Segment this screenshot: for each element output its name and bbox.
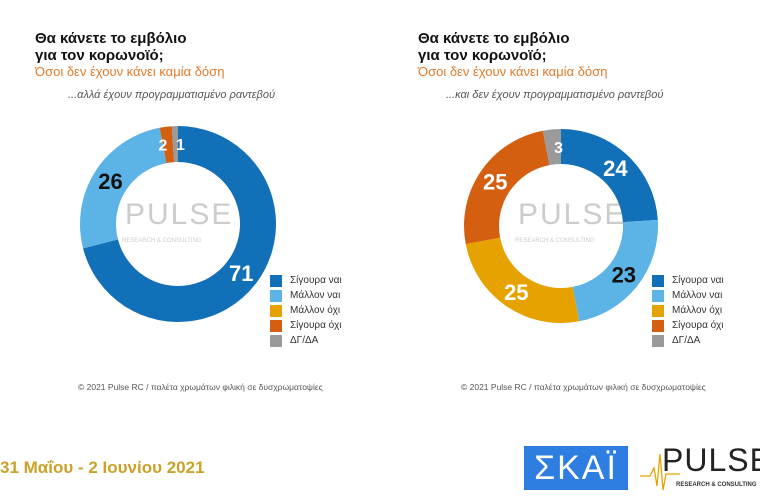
title-line-1: Θα κάνετε το εμβόλιο [418,30,570,47]
legend-label: Σίγουρα όχι [672,320,724,331]
donut-slice [159,126,175,164]
legend-swatch [270,319,282,332]
footer-note: © 2021 Pulse RC / παλέτα χρωμάτων φιλική… [78,382,323,392]
donut-slice [465,237,580,323]
chart-note: ...και δεν έχουν προγραμματισμένο ραντεβ… [446,89,664,101]
legend-label: Μάλλον όχι [672,305,723,316]
chart-note: ...αλλά έχουν προγραμματισμένο ραντεβού [68,89,276,101]
legend-item: ΔΓ/ΔΑ [270,333,342,348]
data-label: 24 [603,156,628,181]
data-label: 25 [483,169,507,194]
legend: Σίγουρα ναι Μάλλον ναι Μάλλον όχι Σίγουρα ό… [270,273,342,348]
donut-chart: 71 26 2 1 [79,126,276,323]
donut-slice [542,129,561,166]
chart-subtitle: Όσοι δεν έχουν κάνει καμία δόση [418,64,608,79]
legend-swatch [652,334,664,347]
legend-label: Σίγουρα όχι [290,320,342,331]
watermark-logo: PULSE [518,198,627,231]
data-label: 2 [159,138,168,155]
donut-slice [464,130,550,245]
legend-item: Μάλλον ναι [652,288,724,303]
legend-swatch [652,274,664,287]
watermark-sub: RESEARCH & CONSULTING [122,238,202,244]
donut-slice [561,129,658,223]
donut-slice [79,127,167,249]
legend-swatch [652,289,664,302]
donut-slice [83,126,276,323]
legend-label: Σίγουρα ναι [672,275,724,286]
data-label: 25 [504,280,528,305]
legend-label: Σίγουρα ναι [290,275,342,286]
legend-swatch [652,319,664,332]
chart-subtitle: Όσοι δεν έχουν κάνει καμία δόση [35,64,225,79]
legend-swatch [270,289,282,302]
legend-item: Μάλλον όχι [270,303,342,318]
watermark-logo: PULSE [125,198,234,231]
pulse-logo-word: PULSE [662,442,760,478]
donut-slice [171,126,178,163]
legend: Σίγουρα ναι Μάλλον ναι Μάλλον όχι Σίγουρα ό… [652,273,724,348]
legend-swatch [270,304,282,317]
legend-swatch [270,274,282,287]
donut-slice [572,219,658,322]
legend-item: Σίγουρα ναι [270,273,342,288]
data-label: 3 [554,140,563,157]
pulse-wave-icon [640,453,680,491]
legend-swatch [652,304,664,317]
legend-label: ΔΓ/ΔΑ [672,335,701,346]
chart-panel-left: Θα κάνετε το εμβόλιο για τον κορωνοϊό; Όσ… [0,0,380,400]
data-label: 1 [176,137,185,154]
pulse-logo-sub: RESEARCH & CONSULTING [676,482,757,488]
legend-item: Σίγουρα όχι [652,318,724,333]
title-line-2: για τον κορωνοϊό; [418,47,547,64]
legend-label: Μάλλον όχι [290,305,341,316]
title-line-1: Θα κάνετε το εμβόλιο [35,30,187,47]
legend-label: ΔΓ/ΔΑ [290,335,319,346]
data-label: 26 [98,169,122,194]
legend-label: Μάλλον ναι [672,290,723,301]
legend-item: Σίγουρα ναι [652,273,724,288]
chart-title: Θα κάνετε το εμβόλιο για τον κορωνοϊό; [418,30,569,64]
legend-item: ΔΓ/ΔΑ [652,333,724,348]
legend-label: Μάλλον ναι [290,290,341,301]
donut-chart: 24 23 25 25 3 [464,129,658,323]
legend-item: Μάλλον ναι [270,288,342,303]
chart-title: Θα κάνετε το εμβόλιο για τον κορωνοϊό; [35,30,186,64]
legend-item: Μάλλον όχι [652,303,724,318]
data-label: 71 [229,261,253,286]
data-label: 23 [612,263,636,288]
legend-swatch [270,334,282,347]
survey-date: 31 Μαΐου - 2 Ιουνίου 2021 [0,458,205,477]
pulse-logo: PULSE RESEARCH & CONSULTING [640,442,760,494]
skai-logo: ΣΚΑΪ [524,446,628,490]
chart-panel-right: Θα κάνετε το εμβόλιο για τον κορωνοϊό; Όσ… [383,0,760,400]
legend-item: Σίγουρα όχι [270,318,342,333]
title-line-2: για τον κορωνοϊό; [35,47,164,64]
footer-note: © 2021 Pulse RC / παλέτα χρωμάτων φιλική… [461,382,706,392]
watermark-sub: RESEARCH & CONSULTING [515,238,595,244]
